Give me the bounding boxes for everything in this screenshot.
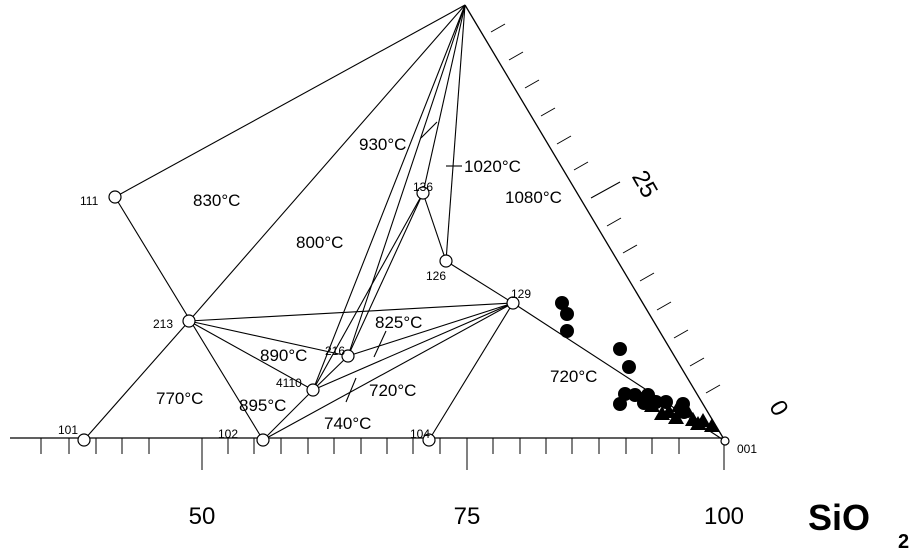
- data-point: [661, 404, 677, 418]
- temperature-label: 800°C: [296, 233, 343, 252]
- node-001: [720, 436, 730, 446]
- node-label-126: 126: [426, 269, 446, 283]
- temperature-label: 720°C: [550, 367, 597, 386]
- data-point: [613, 342, 627, 356]
- point-series-triangles: [644, 398, 720, 432]
- node-129: [506, 296, 520, 310]
- data-point: [695, 413, 711, 427]
- temperature-label: 930°C: [359, 135, 406, 154]
- node-111: [108, 190, 122, 204]
- component-label: SiO 2: [808, 497, 909, 553]
- right-axis-ticks: [490, 23, 721, 394]
- node-136: [416, 186, 430, 200]
- temperature-label: 895°C: [239, 396, 286, 415]
- temperature-label: 1020°C: [464, 157, 521, 176]
- tie-lines: [83, 4, 726, 442]
- component-label-subscript: 2: [898, 531, 909, 553]
- node-216: [341, 349, 355, 363]
- node-label-111: 111: [80, 194, 99, 208]
- axis-tick-label: 75: [454, 503, 481, 530]
- data-point: [613, 397, 627, 411]
- temperature-label: 890°C: [260, 346, 307, 365]
- axis-tick-label: 0: [763, 396, 793, 421]
- node-104: [422, 433, 436, 447]
- node-126: [439, 254, 453, 268]
- point-series-circles: [555, 296, 691, 419]
- node-label-102: 102: [218, 427, 238, 441]
- axis-tick-label: 100: [704, 503, 744, 530]
- bottom-axis-ticks: [40, 438, 725, 470]
- data-point: [704, 418, 720, 432]
- data-point: [628, 388, 642, 402]
- node-label-104: 104: [410, 427, 430, 441]
- data-point: [560, 324, 574, 338]
- right-axis-line: [464, 4, 726, 442]
- temperature-labels: 830°C 800°C 930°C 1020°C 1080°C 825°C 89…: [156, 135, 597, 433]
- node-label-216: 216: [325, 344, 345, 358]
- node-label-136: 136: [413, 180, 433, 194]
- data-point: [668, 410, 684, 424]
- node-label-4110: 4110: [276, 376, 302, 390]
- data-point: [560, 307, 574, 321]
- axis-tick-label: 50: [189, 503, 216, 530]
- component-label-text: SiO: [808, 497, 870, 538]
- node-label-001: 001: [737, 442, 757, 456]
- temperature-label: 830°C: [193, 191, 240, 210]
- data-point: [659, 395, 673, 409]
- data-point: [555, 296, 569, 310]
- temperature-label: 720°C: [369, 381, 416, 400]
- right-axis-tick-labels: 25 0: [626, 166, 793, 421]
- node-101: [77, 433, 91, 447]
- temperature-label: 825°C: [375, 313, 422, 332]
- node-213: [182, 314, 196, 328]
- data-point: [679, 403, 695, 417]
- temperature-label: 770°C: [156, 389, 203, 408]
- node-102: [256, 433, 270, 447]
- compound-nodes: [77, 186, 730, 447]
- data-point: [622, 360, 636, 374]
- temperature-label: 740°C: [324, 414, 371, 433]
- node-label-101: 101: [58, 423, 78, 437]
- node-4110: [306, 383, 320, 397]
- bottom-axis-tick-labels: 50 75 100: [189, 503, 744, 530]
- temperature-label: 1080°C: [505, 188, 562, 207]
- data-point: [644, 398, 660, 412]
- axis-tick-label: 25: [626, 166, 663, 203]
- node-label-213: 213: [153, 317, 173, 331]
- node-labels: 111 213 101 102 104 136 126 129 216 4110…: [58, 180, 757, 456]
- node-label-129: 129: [511, 287, 531, 301]
- data-point: [671, 398, 687, 412]
